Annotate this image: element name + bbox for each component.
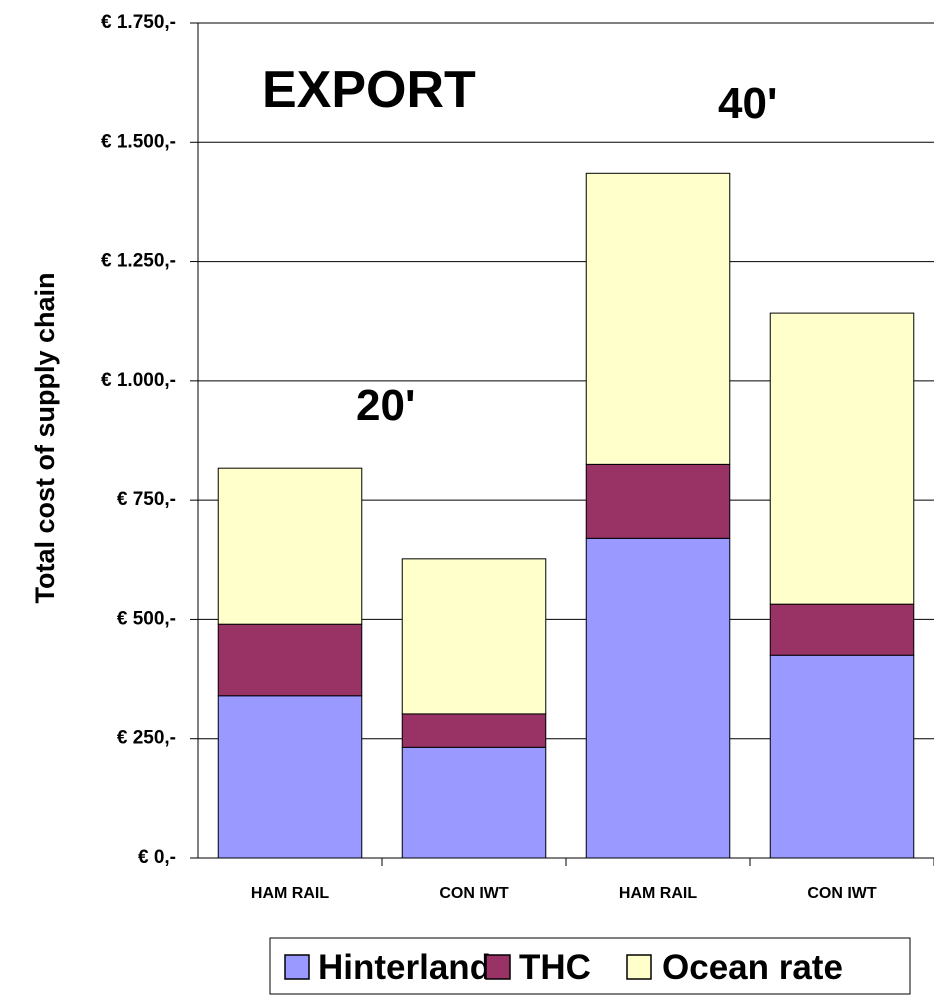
x-tick-label: HAM RAIL [251,885,329,902]
y-tick-labels: € 0,- € 250,- € 500,- € 750,- € 1.000,- € 1.2… [101,12,176,868]
legend-swatch [485,954,511,980]
bar-segment-hinterland [217,695,363,859]
x-tick-label: HAM RAIL [619,885,697,902]
y-tick-label: € 0,- [138,847,176,868]
annotation-export: EXPORT [262,61,476,119]
y-tick-label: € 1.500,- [101,131,176,152]
y-tick-label: € 1.000,- [101,370,176,391]
bar-segment-thc [769,603,915,656]
bar-segment-thc [217,623,363,697]
legend-swatch [626,954,652,980]
y-tick-label: € 250,- [117,728,176,749]
legend-label: Ocean rate [662,948,843,987]
bars [217,172,915,859]
legend-box [269,937,911,995]
x-tick-labels: HAM RAIL CON IWT HAM RAIL CON IWT [251,885,877,902]
x-tick-label: CON IWT [439,885,509,902]
annotation-40ft: 40' [718,79,777,128]
legend-label: Hinterland [318,948,491,987]
bar-segment-ocean-rate [217,467,363,625]
y-tick-label: € 1.250,- [101,251,176,272]
bar-segment-thc [585,463,731,539]
annotation-20ft: 20' [356,381,415,430]
bar-segment-ocean-rate [769,312,915,605]
bar-segment-hinterland [585,537,731,859]
bar-segment-thc [401,713,547,748]
bar-segment-hinterland [769,654,915,859]
x-tick-label: CON IWT [807,885,877,902]
legend-label: THC [519,948,591,987]
bar-segment-ocean-rate [401,558,547,715]
axes [190,22,934,866]
y-tick-label: € 1.750,- [101,12,176,33]
bar-segment-hinterland [401,746,547,859]
y-tick-label: € 750,- [117,489,176,510]
bar-segment-ocean-rate [585,172,731,465]
y-tick-label: € 500,- [117,608,176,629]
legend-swatch [284,954,310,980]
legend: Hinterland THC Ocean rate [269,937,911,995]
y-axis-label: Total cost of supply chain [30,272,60,603]
